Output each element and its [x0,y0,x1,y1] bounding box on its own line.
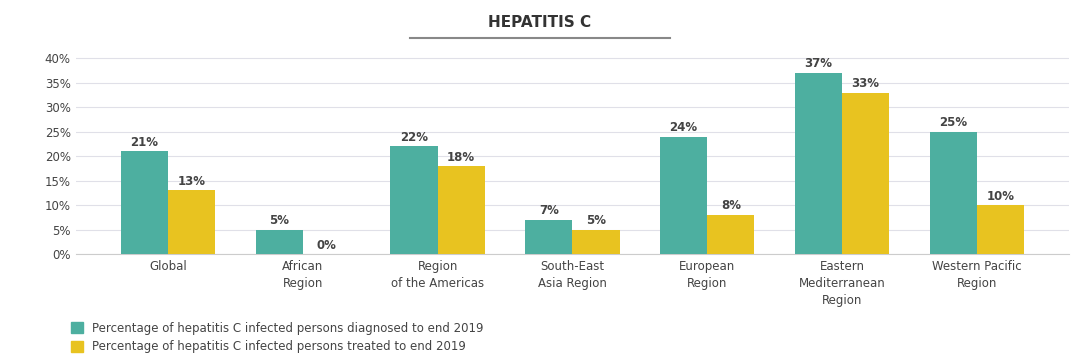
Bar [256,230,302,254]
Legend: Percentage of hepatitis C infected persons diagnosed to end 2019, Percentage of : Percentage of hepatitis C infected perso… [70,322,484,354]
Bar [842,93,889,254]
Text: HEPATITIS C: HEPATITIS C [488,15,592,29]
Bar [168,191,215,254]
Text: 5%: 5% [586,214,606,227]
Bar [390,146,437,254]
Bar [525,220,572,254]
Text: 10%: 10% [986,190,1014,203]
Bar [121,151,168,254]
Text: 18%: 18% [447,151,475,163]
Text: 7%: 7% [539,204,558,217]
Text: 8%: 8% [720,200,741,212]
Text: 33%: 33% [852,77,879,90]
Text: 22%: 22% [400,131,428,144]
Bar [437,166,485,254]
Bar [572,230,620,254]
Text: 24%: 24% [670,121,698,134]
Text: 25%: 25% [940,116,968,129]
Text: 37%: 37% [805,57,833,70]
Bar [660,136,707,254]
Text: 0%: 0% [316,238,336,252]
Bar [795,73,842,254]
Bar [976,205,1024,254]
Text: 13%: 13% [177,175,205,188]
Bar [930,132,976,254]
Text: 21%: 21% [131,136,159,149]
Text: 5%: 5% [269,214,289,227]
Bar [707,215,755,254]
